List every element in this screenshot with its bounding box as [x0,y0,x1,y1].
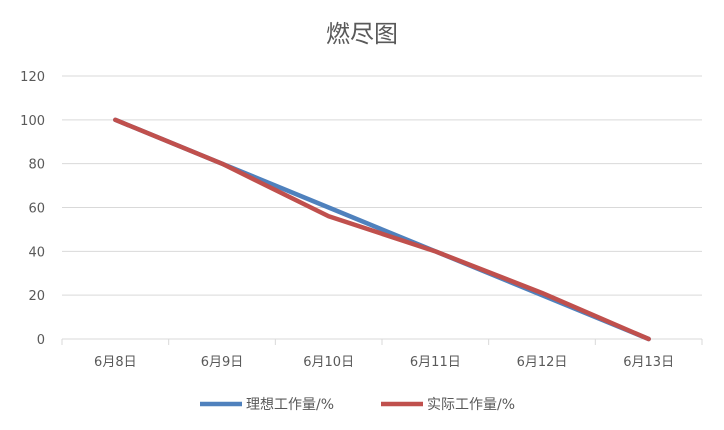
series-line-2 [113,117,651,342]
x-tick-label: 6月11日 [410,355,461,370]
legend-label: 实际工作量/% [427,397,515,413]
y-tick-label: 120 [20,70,45,85]
x-tick-label: 6月9日 [201,355,244,370]
x-tick-label: 6月12日 [517,355,568,370]
y-tick-label: 80 [28,158,45,173]
chart-title: 燃尽图 [326,20,398,48]
x-tick-label: 6月8日 [94,355,137,370]
y-tick-label: 100 [20,114,45,129]
x-tick-label: 6月13日 [623,355,674,370]
y-tick-label: 0 [37,333,45,348]
x-tick-label: 6月10日 [303,355,354,370]
gridlines [62,75,702,296]
y-tick-label: 60 [28,202,45,217]
legend-label: 理想工作量/% [246,397,334,413]
y-tick-label: 20 [28,289,45,304]
axes: 0 20 40 60 80 100 120 6月8日 6月9日 6月10日 6月11日 6月12日 6月… [20,70,703,370]
legend: 理想工作量/% 实际工作量/% [200,397,515,413]
series-lines [113,117,651,342]
y-tick-label: 40 [28,245,45,260]
